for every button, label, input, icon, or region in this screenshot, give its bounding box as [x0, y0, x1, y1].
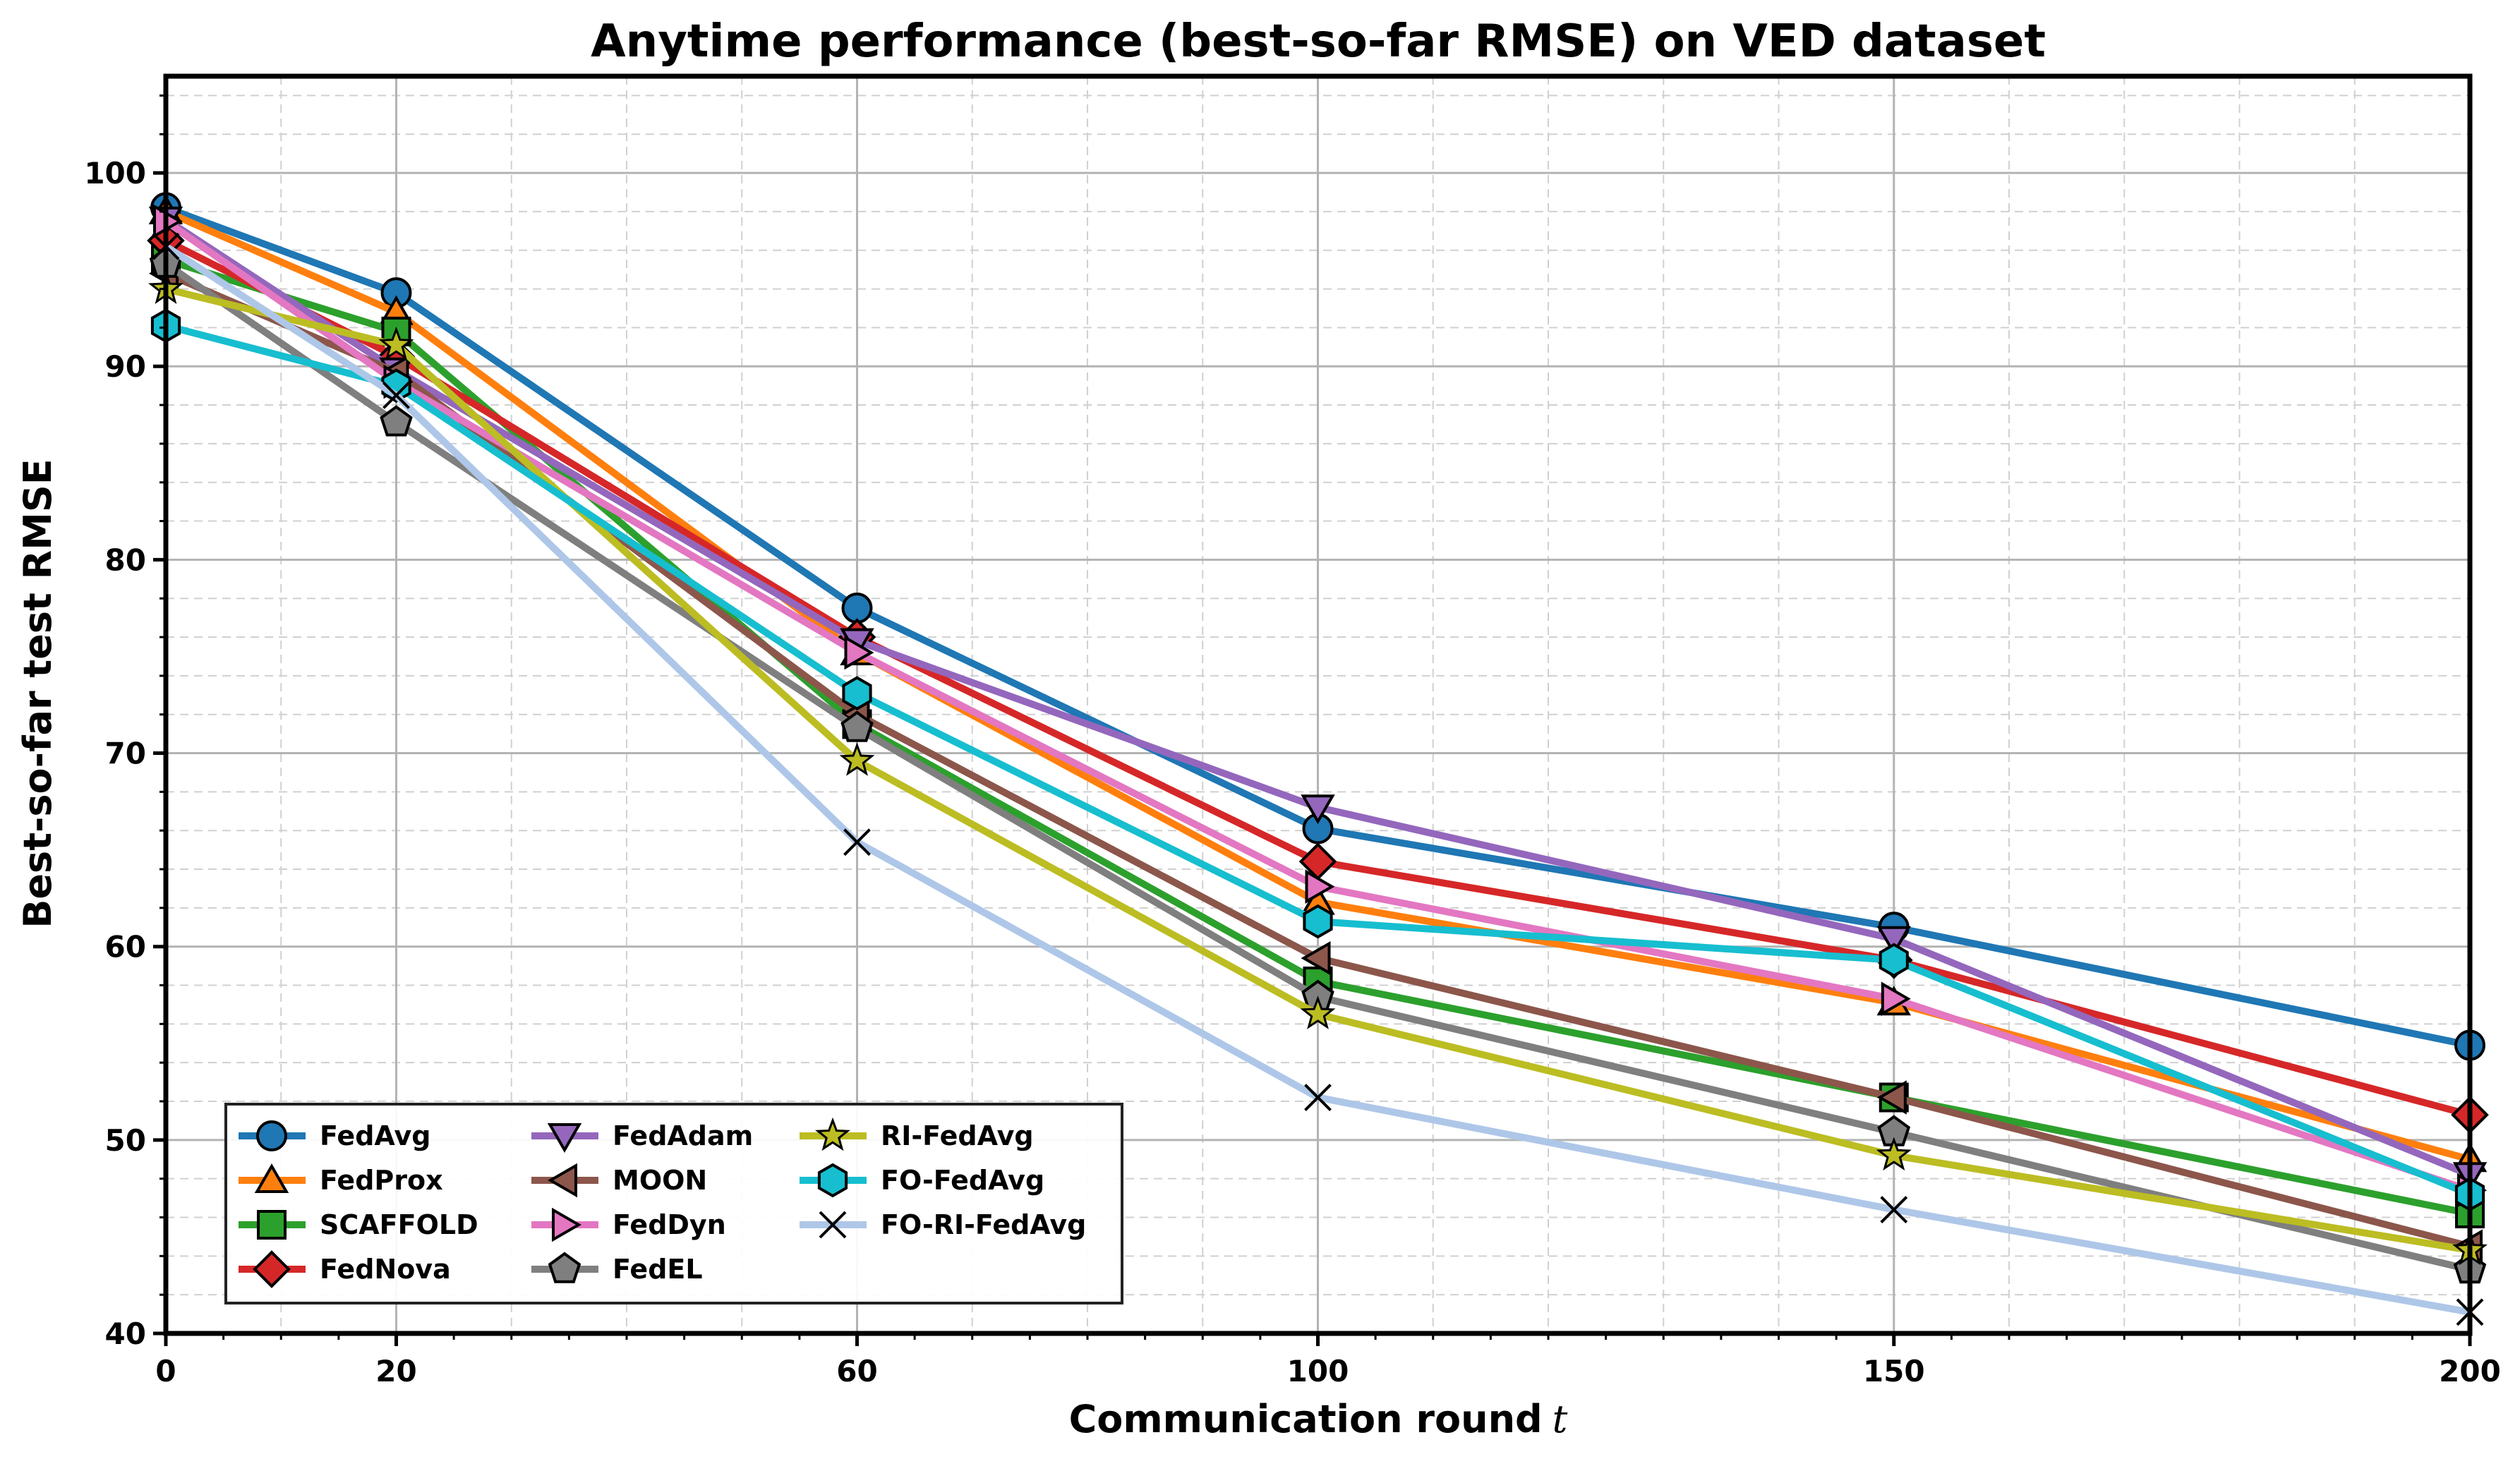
- legend-label: MOON: [613, 1165, 707, 1196]
- legend: FedAvg FedProx SCAFFOLD FedNova FedAdam MOON F…: [224, 1103, 1123, 1304]
- legend-item-FedAdam: FedAdam: [531, 1120, 753, 1153]
- x-axis-label-text: Communication round: [1069, 1397, 1543, 1441]
- legend-label: FedAvg: [320, 1120, 430, 1151]
- series-line-FedAdam: [164, 216, 2471, 1178]
- legend-label: FedAdam: [613, 1120, 753, 1151]
- legend-marker-FO-FedAvg: [817, 1163, 848, 1198]
- x-axis-variable: t: [1553, 1397, 1568, 1441]
- legend-item-FedAvg: FedAvg: [239, 1120, 430, 1151]
- data-point-RI-FedAvg: [1876, 1137, 1912, 1171]
- series-line-FedDyn: [164, 218, 2471, 1194]
- data-point-MOON: [1301, 940, 1331, 976]
- data-point-FO-RI-FedAvg: [843, 828, 871, 856]
- y-axis-label: Best-so-far test RMSE: [16, 459, 60, 928]
- series-line-FedEL: [164, 260, 2471, 1273]
- legend-item-FedProx: FedProx: [239, 1163, 443, 1196]
- legend-label: FO-FedAvg: [881, 1165, 1044, 1196]
- x-tick-label: 100: [1287, 1354, 1349, 1388]
- series-line-SCAFFOLD: [164, 256, 2471, 1217]
- series-layer: [147, 192, 2489, 1326]
- y-tick-label: 60: [105, 930, 146, 964]
- data-point-FedAvg: [841, 592, 873, 624]
- legend-label: SCAFFOLD: [320, 1209, 478, 1240]
- series-FedEL: [149, 246, 2487, 1284]
- legend-marker-FedAdam: [547, 1123, 582, 1153]
- legend-marker-FedEL: [548, 1252, 581, 1283]
- legend-marker-MOON: [548, 1163, 577, 1198]
- legend-box: [224, 1103, 1123, 1304]
- data-point-FO-RI-FedAvg: [1880, 1196, 1908, 1223]
- legend-item-FedDyn: FedDyn: [531, 1207, 726, 1242]
- x-tick-label: 150: [1863, 1354, 1925, 1388]
- data-point-RI-FedAvg: [1300, 995, 1336, 1029]
- y-tick-label: 40: [105, 1316, 146, 1351]
- series-line-RI-FedAvg: [164, 285, 2471, 1254]
- data-point-FedEL: [840, 710, 874, 742]
- y-tick-label: 70: [105, 737, 146, 771]
- data-point-FedNova: [1298, 842, 1337, 880]
- x-tick-label: 0: [155, 1354, 176, 1388]
- data-point-MOON: [1876, 1080, 1907, 1115]
- y-tick-label: 90: [105, 349, 146, 384]
- data-point-FedDyn: [1305, 869, 1335, 904]
- legend-marker-FedNova: [253, 1250, 291, 1288]
- legend-marker-RI-FedAvg: [815, 1117, 850, 1151]
- legend-item-FO-RI-FedAvg: FO-RI-FedAvg: [800, 1209, 1086, 1240]
- x-tick-label: 60: [836, 1354, 877, 1388]
- axis-ticks: 0 20 60 100 150 200 40 50 60 70 80 90 100: [84, 94, 2501, 1388]
- legend-marker-FedAvg: [256, 1120, 287, 1151]
- y-tick-label: 50: [105, 1123, 146, 1158]
- data-point-FedDyn: [844, 635, 874, 670]
- legend-marker-FedProx: [254, 1163, 289, 1193]
- series-FO-RI-FedAvg: [152, 232, 2484, 1326]
- series-line-FedAvg: [164, 204, 2471, 1049]
- data-point-FO-FedAvg: [1879, 943, 1909, 978]
- legend-item-FedNova: FedNova: [239, 1250, 451, 1288]
- data-point-FedDyn: [1881, 981, 1911, 1016]
- legend-label: FedDyn: [613, 1209, 726, 1240]
- y-tick-label: 100: [84, 156, 146, 190]
- legend-item-RI-FedAvg: RI-FedAvg: [800, 1117, 1034, 1151]
- data-point-FedAdam: [1876, 926, 1911, 956]
- legend-item-MOON: MOON: [531, 1163, 707, 1198]
- data-point-RI-FedAvg: [378, 326, 414, 361]
- x-axis-label: Communication round t: [1069, 1397, 1568, 1441]
- legend-item-SCAFFOLD: SCAFFOLD: [239, 1209, 478, 1240]
- legend-item-FO-FedAvg: FO-FedAvg: [800, 1163, 1044, 1198]
- legend-marker-SCAFFOLD: [257, 1210, 287, 1240]
- chart-title: Anytime performance (best-so-far RMSE) o…: [591, 16, 2046, 68]
- y-tick-label: 80: [105, 543, 146, 577]
- legend-item-FedEL: FedEL: [531, 1252, 703, 1285]
- series-line-FO-FedAvg: [164, 322, 2471, 1198]
- series-line-FO-RI-FedAvg: [164, 243, 2471, 1316]
- data-point-RI-FedAvg: [839, 742, 875, 776]
- data-point-FO-FedAvg: [842, 676, 872, 710]
- legend-marker-FO-RI-FedAvg: [819, 1211, 847, 1239]
- series-FedAvg: [150, 192, 2485, 1061]
- data-point-FO-RI-FedAvg: [382, 381, 410, 409]
- x-tick-label: 200: [2439, 1354, 2501, 1388]
- legend-label: FO-RI-FedAvg: [881, 1209, 1086, 1240]
- legend-label: RI-FedAvg: [881, 1120, 1034, 1151]
- legend-marker-FedDyn: [552, 1207, 581, 1242]
- legend-label: FedNova: [320, 1254, 451, 1285]
- data-point-FedAdam: [1301, 794, 1335, 825]
- legend-label: FedProx: [320, 1165, 443, 1196]
- data-point-FedEL: [380, 405, 413, 437]
- data-point-FO-RI-FedAvg: [1304, 1084, 1332, 1111]
- x-tick-label: 20: [375, 1354, 416, 1388]
- legend-label: FedEL: [613, 1254, 703, 1285]
- data-point-FO-FedAvg: [1303, 904, 1333, 939]
